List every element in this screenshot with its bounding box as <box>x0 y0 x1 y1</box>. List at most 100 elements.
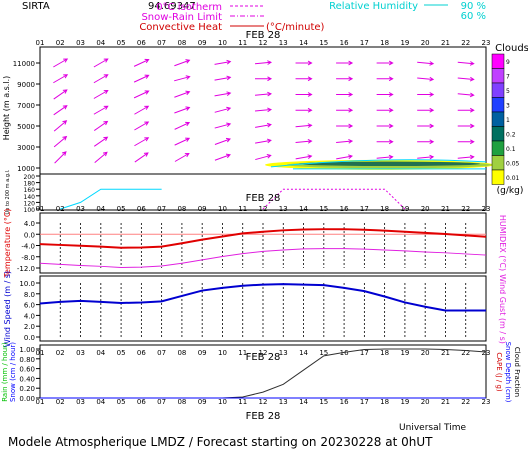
bottom-hour-labels: 01 02 03 04 05 06 07 08 09 10 11 12 13 14 15 16 17 18 19 20… <box>36 398 491 406</box>
hour-label: 03 <box>76 398 85 406</box>
hour-label: 01 <box>36 398 45 406</box>
wind-arrow <box>53 135 68 148</box>
y-tick-label: 0.0 <box>24 231 35 239</box>
height-panel-frame <box>39 46 487 211</box>
cloud-scale: Clouds 9 7 5 3 1 0.2 0.1 0.05 0.01 (g/kg) <box>491 43 528 196</box>
hour-label: 21 <box>441 39 450 47</box>
wind-arrow <box>134 121 150 131</box>
wind-arrow <box>53 105 68 116</box>
rh-contour <box>270 159 487 168</box>
hour-label: 06 <box>137 349 146 357</box>
height-low-tick-label: 160 <box>24 187 36 194</box>
hour-label: 23 <box>482 205 491 213</box>
humidex-line <box>39 248 487 268</box>
wind-arrow <box>93 58 109 68</box>
wind-arrow <box>134 105 150 115</box>
hour-label: 15 <box>319 398 328 406</box>
hour-label: 23 <box>482 398 491 406</box>
y-tick-label: 4.0 <box>24 312 35 320</box>
hour-label: 02 <box>56 39 65 47</box>
wind-arrow <box>214 137 231 145</box>
hour-label: 10 <box>218 39 227 47</box>
y-tick-label: 1.00 <box>19 346 35 354</box>
height-ticks-upper: 1000 3000 5000 7000 9000 11000 <box>13 60 40 173</box>
wind-arrow <box>174 59 191 67</box>
wind-arrow <box>54 151 67 164</box>
wind-arrow <box>295 123 313 128</box>
height-tick-label: 9000 <box>17 81 35 89</box>
hour-label: 16 <box>340 349 349 357</box>
hour-label: 16 <box>340 398 349 406</box>
cloud-scale-label: 5 <box>506 88 510 95</box>
cloud-scale-label: 0.1 <box>506 146 516 153</box>
hour-label: 17 <box>360 39 369 47</box>
hour-label: 09 <box>198 39 207 47</box>
wind-arrow <box>457 123 475 129</box>
legend-right: Relative Humidity 90 % 60 % <box>329 1 486 22</box>
cloud-scale-unit: (g/kg) <box>497 186 524 196</box>
wind-arrow <box>255 138 272 144</box>
wind-arrow <box>93 120 109 131</box>
wind-arrow <box>457 92 475 98</box>
wind-arrow <box>336 60 354 66</box>
hour-label: 07 <box>157 39 166 47</box>
height-tick-label: 11000 <box>13 60 35 68</box>
wind-arrow <box>336 123 354 129</box>
wind-arrow <box>457 139 475 145</box>
hour-label: 08 <box>177 39 186 47</box>
hour-label: 09 <box>198 398 207 406</box>
y-tick-label: 0.80 <box>19 356 35 364</box>
wind-arrow <box>255 122 272 128</box>
cloud-scale-label: 0.2 <box>506 132 516 139</box>
hour-label: 09 <box>198 205 207 213</box>
hour-label: 16 <box>340 39 349 47</box>
wind-arrow <box>255 154 272 161</box>
wind-panel-frame <box>39 275 487 342</box>
hour-label: 23 <box>482 39 491 47</box>
wind-arrow <box>133 90 150 99</box>
legend-rh-90: 90 % <box>461 1 486 12</box>
hour-label: 22 <box>461 205 470 213</box>
hour-label: 17 <box>360 398 369 406</box>
hour-label: 13 <box>279 398 288 406</box>
wind-arrow <box>93 89 109 99</box>
rh-90-low-line <box>60 188 162 210</box>
hour-label: 01 <box>36 39 45 47</box>
station-name: SIRTA <box>22 1 50 12</box>
hour-label: 03 <box>76 349 85 357</box>
wind-arrow <box>376 92 394 97</box>
temperature-axis-label: Temperature (°C) <box>3 208 12 278</box>
cloud-scale-box <box>491 68 505 84</box>
height-tick-label: 1000 <box>17 165 35 173</box>
wind-arrow <box>295 92 313 97</box>
y-tick-label: -12.0 <box>17 265 35 273</box>
hour-label: 07 <box>157 398 166 406</box>
y-tick-label: 2.0 <box>24 323 35 331</box>
date-label-bottom: FEB 28 <box>246 411 281 422</box>
hour-label: 16 <box>340 205 349 213</box>
hour-label: 05 <box>117 349 126 357</box>
date-label-top: FEB 28 <box>246 30 281 41</box>
hour-label: 18 <box>380 398 389 406</box>
wind-arrow <box>376 154 394 160</box>
hour-label: 06 <box>137 39 146 47</box>
cloud-scale-label: 0.01 <box>506 175 520 182</box>
wind-arrow <box>336 107 354 113</box>
wind-arrow <box>376 76 394 82</box>
wind-arrow <box>457 107 475 113</box>
wind-arrow <box>93 136 109 147</box>
temperature-line <box>39 228 487 249</box>
hour-label: 14 <box>299 205 308 213</box>
cloud-scale-label: 0.05 <box>506 161 520 168</box>
hour-label: 13 <box>279 205 288 213</box>
wind-arrow <box>417 139 435 145</box>
hour-label: 18 <box>380 205 389 213</box>
y-tick-label: 4.0 <box>24 220 35 228</box>
wind-axis-label: Wind Speed (m / s) <box>3 271 12 347</box>
cloud-band-green <box>299 161 480 167</box>
legend-left: 0°C isotherm Snow-Rain Limit Convective … <box>139 2 324 33</box>
wind-arrow <box>174 90 191 98</box>
y-tick-label: 10.0 <box>19 280 35 288</box>
